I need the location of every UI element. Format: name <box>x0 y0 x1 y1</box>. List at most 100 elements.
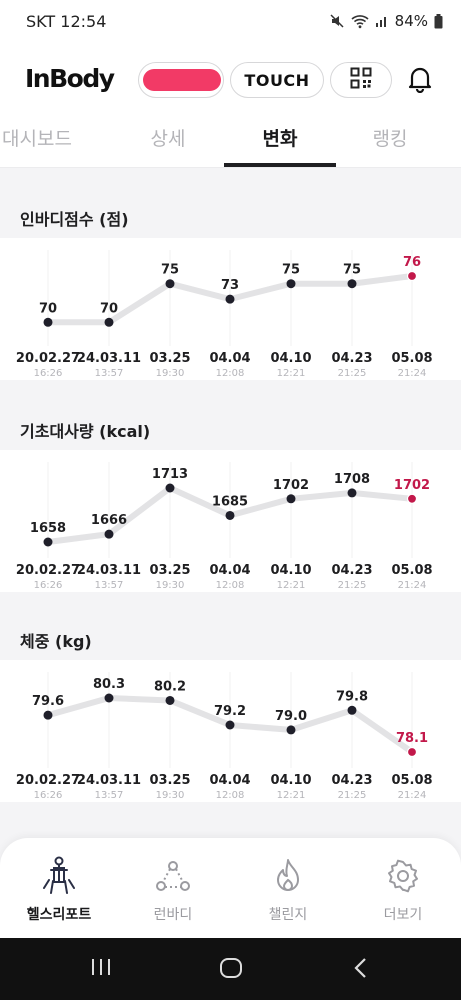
weight-chart: 79.6 20.02.27 16:26 80.3 24.03.11 13:57 80.2 03… <box>16 672 433 801</box>
tab-detail[interactable]: 상세 <box>150 128 186 150</box>
time-label: 19:30 <box>156 580 185 591</box>
data-label: 1702 <box>394 478 430 493</box>
data-point <box>104 693 114 703</box>
data-point <box>347 279 357 289</box>
data-point <box>43 537 53 547</box>
bmr-card: 1658 20.02.27 16:26 1666 24.03.11 13:57 1713 03… <box>0 450 461 592</box>
x-tick-label: 04.10 <box>270 563 311 578</box>
x-tick-label: 03.25 <box>149 563 190 578</box>
nav-label: 더보기 <box>383 907 423 923</box>
data-point <box>347 705 357 715</box>
time-label: 21:25 <box>338 790 367 801</box>
data-label: 75 <box>282 263 300 278</box>
back-icon[interactable] <box>352 956 370 984</box>
wifi-icon <box>351 13 369 29</box>
time-label: 12:08 <box>216 790 245 801</box>
data-point <box>286 279 296 289</box>
tab-change[interactable]: 변화 <box>262 128 298 150</box>
nav-label: 헬스리포트 <box>26 907 92 923</box>
time-label: 19:30 <box>156 790 185 801</box>
data-point <box>43 710 53 720</box>
inbody-score-card: 70 20.02.27 16:26 70 24.03.11 13:57 75 03.25 19:… <box>0 238 461 380</box>
profile-button[interactable] <box>138 62 224 98</box>
time-label: 21:25 <box>338 580 367 591</box>
data-label: 1658 <box>30 521 66 536</box>
nav-health-report[interactable]: 헬스리포트 <box>13 856 105 924</box>
data-point <box>165 483 175 493</box>
nav-challenge[interactable]: 챌린지 <box>242 856 334 924</box>
signal-icon <box>375 14 389 28</box>
data-point <box>104 529 114 539</box>
time-label: 13:57 <box>95 368 124 379</box>
x-tick-label: 24.03.11 <box>77 351 141 366</box>
time-label: 21:25 <box>338 368 367 379</box>
battery-icon <box>434 13 443 29</box>
x-tick-label: 04.10 <box>270 351 311 366</box>
time-label: 12:08 <box>216 368 245 379</box>
data-label: 79.6 <box>32 694 64 709</box>
data-label: 1713 <box>152 467 188 482</box>
inbody-score-title: 인바디점수 (점) <box>20 210 129 229</box>
time-label: 19:30 <box>156 368 185 379</box>
data-point <box>406 270 418 282</box>
data-label: 1666 <box>91 513 127 528</box>
time-label: 12:21 <box>277 368 306 379</box>
runbody-icon <box>127 856 219 896</box>
x-tick-label: 04.10 <box>270 773 311 788</box>
data-label: 1708 <box>334 472 370 487</box>
x-tick-label: 03.25 <box>149 351 190 366</box>
data-point <box>286 494 296 504</box>
notification-button[interactable] <box>405 66 435 96</box>
data-label: 73 <box>221 278 239 293</box>
data-point <box>286 725 296 735</box>
nav-label: 챌린지 <box>268 907 308 923</box>
data-point <box>225 294 235 304</box>
battery-text: 84% <box>394 12 428 30</box>
data-label: 79.0 <box>275 709 307 724</box>
data-point <box>347 488 357 498</box>
data-label: 1685 <box>212 494 248 509</box>
data-label: 79.2 <box>214 704 246 719</box>
x-tick-label: 24.03.11 <box>77 563 141 578</box>
inbody-score-chart: 70 20.02.27 16:26 70 24.03.11 13:57 75 03.25 19:… <box>16 250 433 379</box>
x-tick-label: 04.23 <box>331 563 372 578</box>
weight-card: 79.6 20.02.27 16:26 80.3 24.03.11 13:57 80.2 03… <box>0 660 461 802</box>
data-label: 78.1 <box>396 731 428 746</box>
nav-label: 런바디 <box>153 907 193 923</box>
bottom-navigation: 헬스리포트 런바디 챌린지 더보기 <box>0 838 461 938</box>
tab-dashboard[interactable]: 대시보드 <box>2 128 72 150</box>
time-label: 12:21 <box>277 580 306 591</box>
time-label: 12:21 <box>277 790 306 801</box>
active-tab-indicator <box>224 163 336 167</box>
x-tick-label: 04.23 <box>331 351 372 366</box>
home-icon[interactable] <box>219 956 243 984</box>
qr-code-icon <box>350 67 372 93</box>
nav-more[interactable]: 더보기 <box>357 856 449 924</box>
x-tick-label: 04.04 <box>209 563 250 578</box>
tab-ranking[interactable]: 랭킹 <box>372 128 408 150</box>
time-label: 21:24 <box>398 580 427 591</box>
x-tick-label: 04.04 <box>209 351 250 366</box>
data-point <box>165 695 175 705</box>
time-label: 16:26 <box>34 580 63 591</box>
x-tick-label: 04.04 <box>209 773 250 788</box>
data-point <box>225 720 235 730</box>
nav-runbody[interactable]: 런바디 <box>127 856 219 924</box>
x-tick-label: 20.02.27 <box>16 563 80 578</box>
data-point <box>165 279 175 289</box>
redacted-name <box>143 69 221 91</box>
data-point <box>43 317 53 327</box>
data-point <box>104 317 114 327</box>
touch-button[interactable]: TOUCH <box>230 62 324 98</box>
mute-icon <box>329 13 345 29</box>
x-tick-label: 24.03.11 <box>77 773 141 788</box>
time-label: 13:57 <box>95 580 124 591</box>
bmr-chart: 1658 20.02.27 16:26 1666 24.03.11 13:57 1713 03… <box>16 462 433 591</box>
data-point <box>406 493 418 504</box>
data-label: 70 <box>100 301 118 316</box>
qr-code-button[interactable] <box>330 62 392 98</box>
bmr-title: 기초대사량 (kcal) <box>20 422 151 441</box>
recent-apps-icon[interactable] <box>90 956 112 982</box>
data-label: 1702 <box>273 478 309 493</box>
data-point <box>406 746 418 758</box>
